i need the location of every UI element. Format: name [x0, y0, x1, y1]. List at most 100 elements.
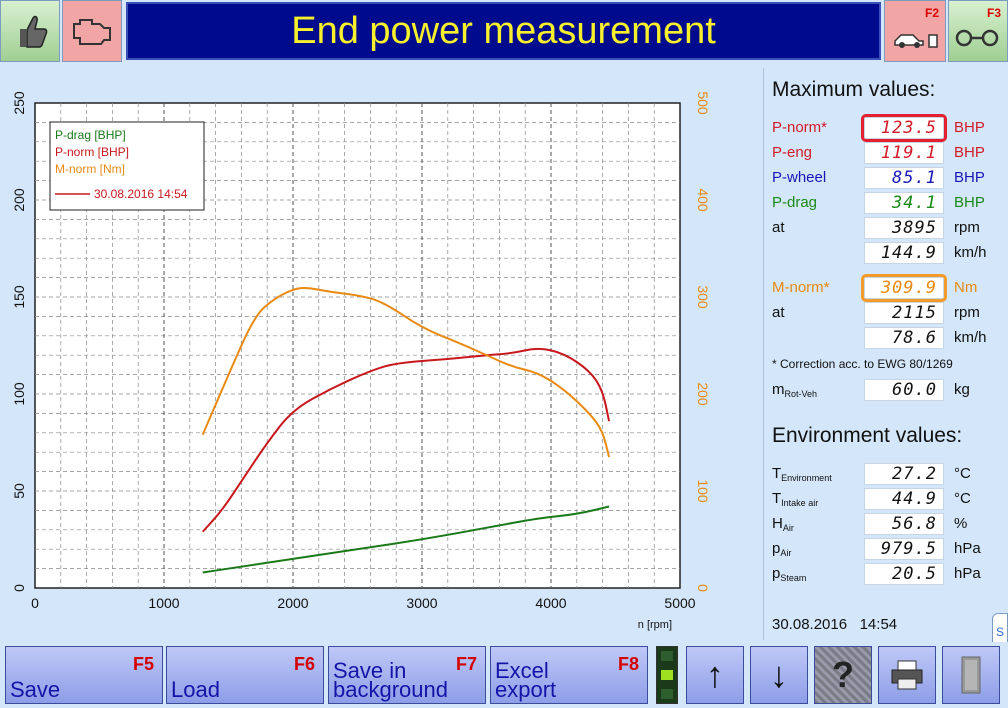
scroll-up-button[interactable]: ↑: [686, 646, 744, 704]
p-drag-line: [202, 505, 610, 574]
y-tick-left: 100: [11, 382, 27, 406]
y-tick-right: 400: [695, 188, 711, 212]
peng-label: P-eng: [772, 144, 813, 161]
pnorm-unit: BHP: [954, 119, 985, 136]
env-humidity-main: H: [772, 515, 783, 532]
measurement-timestamp: 30.08.2016 14:54: [772, 616, 897, 633]
y-tick-left: 50: [11, 483, 27, 499]
env-steam-unit: hPa: [954, 565, 981, 582]
x-tick-label: 0: [31, 595, 39, 611]
mrot-value: 60.0: [864, 379, 944, 401]
excel-line1: Excel: [495, 658, 549, 683]
pnorm-value: 123.5: [861, 114, 947, 142]
mmax-rpm-unit: rpm: [954, 304, 980, 321]
pmax-rpm-value: 3895: [864, 217, 944, 239]
pwheel-value: 85.1: [864, 167, 944, 189]
save-bg-fkey: F7: [455, 654, 477, 674]
env-intake-main: T: [772, 490, 782, 507]
f2-button[interactable]: F2: [884, 0, 946, 62]
legend-m-norm: M-norm [Nm]: [55, 162, 125, 176]
y-tick-right: 500: [695, 91, 711, 115]
arrow-up-icon: ↑: [706, 654, 724, 695]
m-norm-line: [201, 286, 611, 458]
env-temp-value: 27.2: [864, 463, 944, 485]
max-values-heading: Maximum values:: [772, 78, 936, 101]
save-bg-label: Save in background: [333, 658, 448, 702]
y-tick-left: 150: [11, 285, 27, 309]
peng-unit: BHP: [954, 144, 985, 161]
load-label: Load: [171, 677, 220, 702]
mrot-label: mRot-Veh: [772, 381, 817, 399]
mnorm-row: M-norm* 309.9 Nm: [764, 274, 1008, 302]
env-pressure-main: p: [772, 540, 781, 557]
chart-legend: [49, 121, 205, 211]
pmax-speed-value: 144.9: [864, 242, 944, 264]
y-tick-right: 0: [695, 584, 711, 592]
status-light-bottom: [661, 688, 673, 699]
env-steam-value: 20.5: [864, 563, 944, 585]
mnorm-unit: Nm: [954, 279, 978, 296]
status-light: [656, 646, 678, 704]
x-tick-label: 2000: [277, 595, 308, 611]
mmax-rpm-row: at 2115 rpm: [764, 301, 1008, 325]
print-button[interactable]: [878, 646, 936, 704]
pmax-at-label: at: [772, 219, 785, 236]
title-text: End power measurement: [291, 9, 716, 52]
f3-key-label: F3: [986, 6, 1001, 20]
load-button[interactable]: F6 Load: [166, 646, 324, 704]
env-row-steam: pSteam 20.5 hPa: [764, 562, 1008, 586]
excel-export-button[interactable]: F8 Excel export: [490, 646, 648, 704]
help-button[interactable]: ?: [814, 646, 872, 704]
mrot-unit: kg: [954, 381, 970, 398]
env-pressure-sub: Air: [780, 548, 792, 558]
exit-button[interactable]: [942, 646, 1000, 704]
y-tick-right: 100: [695, 479, 711, 503]
function-key-bar: F5 Save F6 Load F7 Save in background F8 …: [0, 642, 1008, 708]
y-tick-right: 200: [695, 382, 711, 406]
status-light-top: [661, 651, 673, 662]
pmax-speed-unit: km/h: [954, 244, 987, 261]
mmax-speed-unit: km/h: [954, 329, 987, 346]
save-bg-line1: Save in: [333, 658, 407, 683]
roller-icon: [955, 29, 999, 47]
env-row-temp: TEnvironment 27.2 °C: [764, 462, 1008, 486]
pwheel-unit: BHP: [954, 169, 985, 186]
timestamp-date: 30.08.2016: [772, 616, 848, 633]
thumbs-up-button[interactable]: [0, 0, 60, 62]
excel-fkey: F8: [617, 654, 639, 674]
y-tick-left: 250: [11, 91, 27, 115]
timestamp-time: 14:54: [859, 616, 898, 633]
x-tick-label: 3000: [406, 595, 437, 611]
printer-icon: [891, 660, 923, 690]
mmax-rpm-value: 2115: [864, 302, 944, 324]
pmax-speed-row: 144.9 km/h: [764, 241, 1008, 265]
save-button[interactable]: F5 Save: [5, 646, 163, 704]
env-steam-label: pSteam: [772, 565, 806, 583]
env-intake-label: TIntake air: [772, 490, 818, 508]
mmax-speed-row: 78.6 km/h: [764, 326, 1008, 350]
save-in-background-button[interactable]: F7 Save in background: [328, 646, 486, 704]
legend-p-drag: P-drag [BHP]: [55, 128, 126, 142]
env-temp-main: T: [772, 465, 782, 482]
pdrag-unit: BHP: [954, 194, 985, 211]
y-tick-left: 200: [11, 188, 27, 212]
env-intake-unit: °C: [954, 490, 971, 507]
car-dyno-icon: [894, 34, 938, 48]
env-temp-sub: Environment: [781, 473, 832, 483]
mnorm-label: M-norm*: [772, 279, 830, 296]
pdrag-label: P-drag: [772, 194, 818, 211]
f3-button[interactable]: F3: [948, 0, 1008, 62]
legend-p-norm: P-norm [BHP]: [55, 145, 129, 159]
pwheel-row: P-wheel 85.1 BHP: [764, 166, 1008, 190]
side-tab-icon: S: [995, 625, 1004, 639]
scroll-down-button[interactable]: ↓: [750, 646, 808, 704]
mrot-label-main: m: [772, 381, 785, 398]
peng-value: 119.1: [864, 142, 944, 164]
y-tick-left: 0: [11, 584, 27, 592]
engine-button[interactable]: [62, 0, 122, 62]
x-tick-label: 4000: [535, 595, 566, 611]
save-bg-line2: background: [333, 677, 448, 702]
env-intake-sub: Intake air: [781, 498, 819, 508]
excel-label: Excel export: [495, 658, 556, 701]
env-temp-label: TEnvironment: [772, 465, 832, 483]
